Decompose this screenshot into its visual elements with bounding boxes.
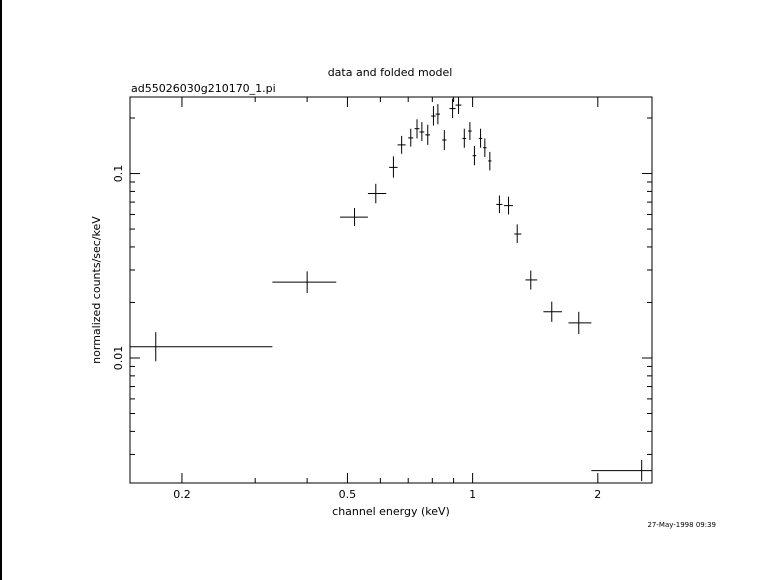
data-point [449, 98, 456, 119]
data-point [483, 138, 487, 157]
data-point [468, 122, 472, 140]
data-point [472, 146, 477, 166]
timestamp: 27-May-1998 09:39 [647, 521, 716, 529]
data-point [130, 332, 273, 362]
data-point [431, 106, 436, 126]
data-point [488, 151, 492, 171]
y-axis-label: normalized counts/sec/keV [90, 216, 103, 364]
data-point [389, 156, 398, 178]
plot-frame [129, 96, 653, 484]
y-tick-label: 0.1 [112, 165, 125, 183]
data-point [442, 130, 447, 151]
data-point [419, 122, 425, 142]
x-tick-label: 0.5 [339, 488, 357, 501]
data-point [435, 104, 441, 125]
chart-title: data and folded model [328, 66, 453, 79]
data-point [568, 311, 592, 334]
data-point [367, 183, 387, 204]
data-point [591, 459, 652, 482]
data-point [425, 124, 431, 145]
data-point [462, 128, 467, 148]
data-point [272, 271, 337, 294]
x-tick-label: 0.2 [173, 488, 191, 501]
x-tick-label: 2 [594, 488, 601, 501]
y-tick-label: 0.01 [112, 346, 125, 371]
data-point [414, 119, 420, 139]
data-point [496, 195, 503, 214]
data-point [543, 301, 562, 322]
data-point [514, 224, 522, 244]
data-point [525, 270, 538, 290]
data-points [130, 97, 652, 482]
window-left-edge [0, 0, 2, 580]
data-point [478, 128, 483, 148]
data-point [455, 97, 462, 115]
axis-ticks: 0.2 0.5 1 2 0.01 0.1 [112, 97, 652, 501]
x-tick-label: 1 [469, 488, 476, 501]
x-axis-label: channel energy (keV) [332, 505, 450, 518]
data-point [408, 128, 414, 147]
data-point [340, 208, 368, 226]
data-point [397, 135, 406, 154]
chart-subtitle: ad55026030g210170_1.pi [131, 82, 276, 95]
data-point [504, 196, 513, 215]
